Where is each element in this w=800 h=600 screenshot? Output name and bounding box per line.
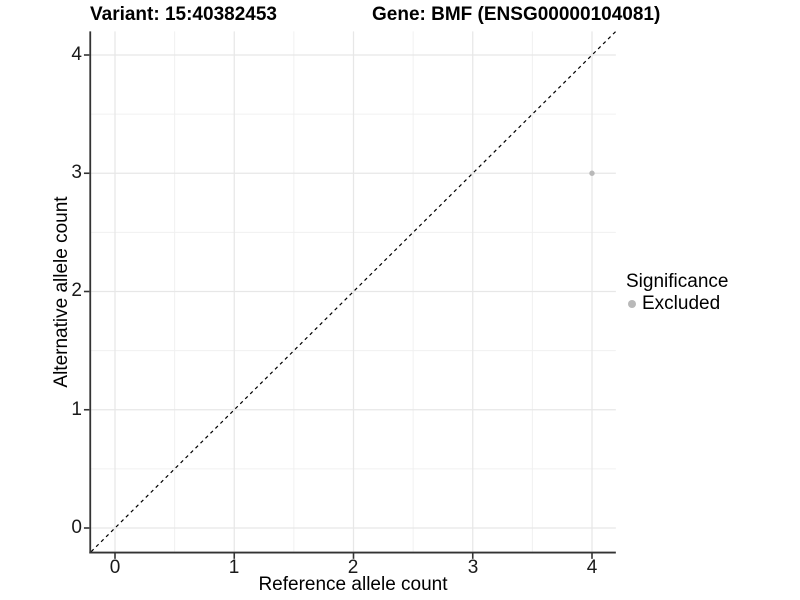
x-tick-label-1: 1	[228, 557, 240, 578]
x-tick-label-2: 2	[347, 557, 359, 578]
plot-title-variant: Variant: 15:40382453	[90, 4, 277, 25]
y-tick-label-2: 2	[71, 280, 82, 301]
data-point	[589, 170, 595, 176]
x-tick-label-4: 4	[586, 557, 598, 578]
x-tick-label-0: 0	[109, 557, 121, 578]
y-axis-label: Alternative allele count	[51, 196, 72, 388]
y-tick-label-3: 3	[71, 162, 82, 183]
legend-item-label: Excluded	[642, 293, 721, 314]
plot-title-gene: Gene: BMF (ENSG00000104081)	[372, 4, 661, 25]
x-tick-label-3: 3	[467, 557, 479, 578]
legend-title: Significance	[626, 271, 729, 292]
x-axis-label: Reference allele count	[258, 574, 448, 595]
y-tick-label-4: 4	[71, 44, 82, 65]
legend: Significance Excluded	[626, 271, 798, 315]
legend-item-excluded: Excluded	[626, 293, 798, 315]
y-tick-label-1: 1	[71, 399, 82, 420]
y-tick-label-0: 0	[71, 517, 82, 538]
legend-point-icon	[628, 300, 636, 308]
